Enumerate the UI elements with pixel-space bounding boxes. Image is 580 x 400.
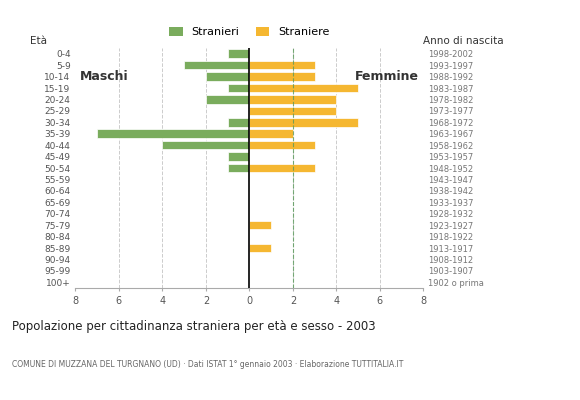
Bar	[249, 164, 314, 172]
Bar	[227, 50, 249, 58]
Bar	[249, 221, 271, 230]
Bar	[227, 118, 249, 126]
Bar	[249, 72, 314, 81]
Bar	[227, 164, 249, 172]
Text: COMUNE DI MUZZANA DEL TURGNANO (UD) · Dati ISTAT 1° gennaio 2003 · Elaborazione : COMUNE DI MUZZANA DEL TURGNANO (UD) · Da…	[12, 360, 403, 369]
Bar	[97, 130, 249, 138]
Bar	[249, 95, 336, 104]
Bar	[227, 84, 249, 92]
Bar	[249, 106, 336, 115]
Bar	[249, 118, 358, 126]
Text: Età: Età	[30, 36, 47, 46]
Text: Femmine: Femmine	[355, 70, 419, 83]
Bar	[249, 61, 314, 70]
Text: Maschi: Maschi	[80, 70, 128, 83]
Legend: Stranieri, Straniere: Stranieri, Straniere	[165, 22, 334, 42]
Text: Popolazione per cittadinanza straniera per età e sesso - 2003: Popolazione per cittadinanza straniera p…	[12, 320, 375, 333]
Bar	[206, 72, 249, 81]
Bar	[206, 95, 249, 104]
Bar	[162, 141, 249, 150]
Bar	[249, 141, 314, 150]
Bar	[249, 130, 293, 138]
Bar	[249, 244, 271, 252]
Bar	[249, 84, 358, 92]
Text: Anno di nascita: Anno di nascita	[423, 36, 504, 46]
Bar	[227, 152, 249, 161]
Bar	[184, 61, 249, 70]
